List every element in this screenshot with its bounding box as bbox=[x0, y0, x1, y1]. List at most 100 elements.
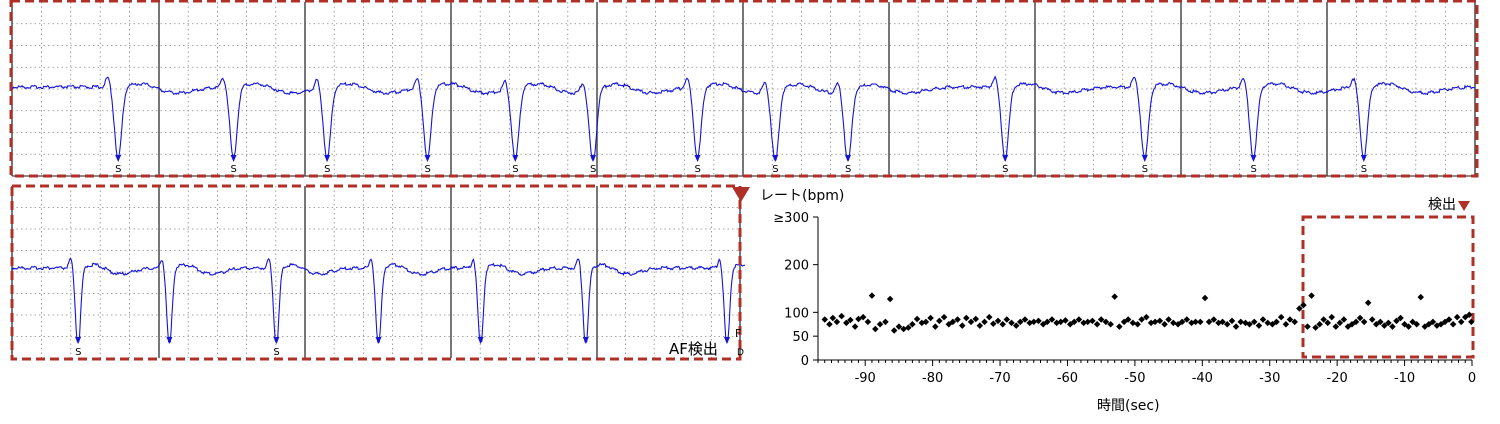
rate-point bbox=[1332, 323, 1340, 330]
beat-arrow bbox=[582, 337, 589, 344]
rate-point bbox=[1453, 313, 1461, 321]
beat-label: S bbox=[115, 164, 121, 175]
rate-point bbox=[976, 322, 984, 329]
rate-point bbox=[932, 323, 939, 330]
rate-point bbox=[1413, 320, 1420, 328]
rate-point bbox=[1228, 317, 1236, 325]
beat-arrow bbox=[845, 155, 851, 162]
y-tick-label: 100 bbox=[784, 306, 809, 321]
x-tick-label: -80 bbox=[922, 371, 943, 386]
rate-point bbox=[1089, 317, 1096, 325]
rate-point bbox=[1466, 311, 1473, 318]
rate-point bbox=[833, 318, 841, 326]
rate-point bbox=[872, 325, 879, 333]
rate-point bbox=[1457, 318, 1465, 326]
rate-point bbox=[1389, 323, 1396, 330]
rate-point bbox=[1273, 318, 1280, 326]
y-ticks: 0 50 100 200 ≥300 bbox=[773, 211, 818, 369]
rate-point bbox=[1291, 318, 1298, 326]
rate-point bbox=[1165, 316, 1172, 323]
beat-arrow bbox=[115, 155, 122, 162]
y-tick-label: 200 bbox=[784, 259, 809, 274]
rate-point bbox=[1308, 292, 1315, 299]
rate-point bbox=[1286, 316, 1294, 323]
edge-glyph-bottom: D bbox=[737, 348, 744, 358]
rate-point bbox=[981, 318, 988, 326]
beat-arrow bbox=[590, 155, 597, 162]
rate-point bbox=[1151, 318, 1159, 326]
beat-label: S bbox=[512, 164, 518, 175]
rate-point bbox=[959, 322, 966, 329]
x-tick-label: -20 bbox=[1327, 371, 1348, 386]
rate-point bbox=[886, 295, 894, 303]
beat-label: S bbox=[324, 164, 330, 175]
rate-point bbox=[994, 317, 1002, 325]
rate-point bbox=[1129, 319, 1137, 327]
rate-point bbox=[999, 320, 1006, 328]
rate-point bbox=[864, 318, 872, 326]
beat-label: S bbox=[695, 164, 701, 175]
rate-point bbox=[829, 314, 837, 322]
rate-point bbox=[1156, 317, 1164, 325]
rate-point bbox=[1368, 316, 1376, 323]
rate-point bbox=[1328, 313, 1336, 321]
beat-label: S bbox=[75, 347, 81, 358]
beat-label: S bbox=[424, 164, 430, 175]
detect-annotation: 検出 bbox=[1428, 197, 1456, 213]
x-tick-label: -70 bbox=[989, 371, 1010, 386]
rate-point bbox=[1324, 319, 1331, 327]
rate-point bbox=[963, 314, 970, 322]
beat-arrow bbox=[1250, 155, 1257, 162]
beat-label: S bbox=[772, 164, 778, 175]
rate-point bbox=[882, 318, 889, 326]
rate-point bbox=[1356, 314, 1364, 322]
rate-point bbox=[927, 314, 934, 322]
beat-arrow bbox=[166, 337, 173, 344]
beat-arrow bbox=[512, 155, 519, 162]
detection-box-bottom bbox=[10, 184, 742, 361]
beat-arrow bbox=[1360, 155, 1367, 162]
x-ticks: -90 -80 -70 -60 -50 -40 -30 -20 -10 0 bbox=[817, 360, 1476, 386]
beat-label: S bbox=[1361, 164, 1367, 175]
x-tick-label: -40 bbox=[1192, 371, 1213, 386]
rate-point bbox=[1364, 299, 1372, 307]
ecg-trace-bottom bbox=[11, 257, 746, 343]
rate-point bbox=[1237, 318, 1244, 326]
rate-point bbox=[826, 320, 833, 328]
rate-point bbox=[1111, 293, 1118, 300]
x-axis-label: 時間(sec) bbox=[1097, 398, 1160, 414]
beat-arrow bbox=[424, 155, 431, 162]
rate-point bbox=[1449, 320, 1457, 328]
rate-point bbox=[1035, 317, 1042, 325]
rate-point bbox=[1070, 318, 1078, 326]
beat-arrow bbox=[273, 337, 280, 344]
rate-point bbox=[1445, 316, 1453, 323]
ecg-grid-bottom bbox=[11, 186, 741, 358]
beat-arrow bbox=[230, 155, 237, 162]
rate-point bbox=[851, 323, 859, 330]
rate-point bbox=[1134, 320, 1141, 328]
rate-points bbox=[821, 292, 1475, 334]
x-tick-label: -30 bbox=[1259, 371, 1280, 386]
beat-label: S bbox=[590, 164, 596, 175]
rate-point bbox=[967, 318, 975, 326]
rate-point bbox=[890, 327, 898, 334]
rate-point bbox=[868, 292, 876, 299]
rate-point bbox=[1232, 323, 1240, 330]
rate-point bbox=[1062, 317, 1069, 324]
rate-point bbox=[1264, 319, 1271, 327]
y-tick-label: 50 bbox=[792, 330, 809, 345]
rate-point bbox=[1003, 316, 1011, 323]
rate-point bbox=[1405, 323, 1412, 330]
beat-label: S bbox=[1002, 164, 1008, 175]
rate-point bbox=[1277, 313, 1285, 321]
beat-arrow bbox=[694, 155, 701, 162]
beat-label: S bbox=[845, 164, 851, 175]
rate-point bbox=[838, 312, 845, 320]
beat-label: S bbox=[1250, 164, 1256, 175]
rate-point bbox=[1197, 318, 1204, 326]
rate-point bbox=[1304, 323, 1311, 330]
